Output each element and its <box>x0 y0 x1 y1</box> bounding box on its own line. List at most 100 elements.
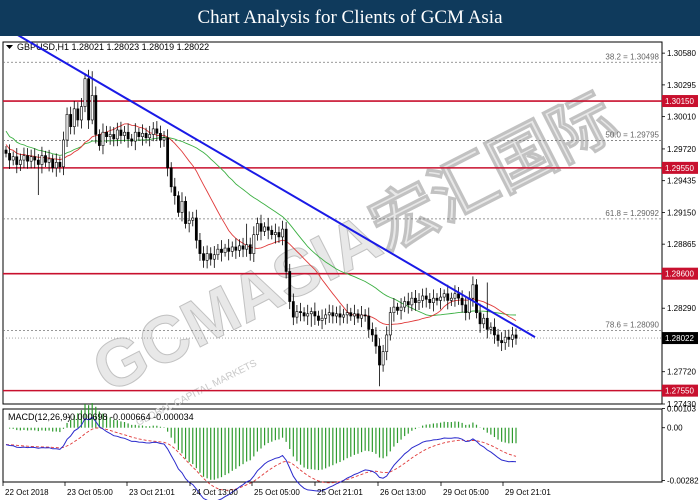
candle-body <box>439 296 442 301</box>
candle-body <box>216 248 220 256</box>
candle-body <box>238 245 241 251</box>
candle-body <box>381 351 385 366</box>
y-axis-tick-label: 1.30580 <box>667 49 696 58</box>
candle-body <box>227 247 231 252</box>
current-price-label: 1.28022 <box>665 334 694 343</box>
y-axis-tick-label: 1.27720 <box>667 368 696 377</box>
candle-body <box>309 311 313 315</box>
candle-body <box>205 253 209 261</box>
candle-body <box>212 254 216 260</box>
candle-body <box>306 313 310 317</box>
candle-body <box>155 128 159 134</box>
candle-body <box>15 156 19 165</box>
candle-body <box>151 128 155 135</box>
candle-body <box>406 301 410 306</box>
candle-body <box>489 326 493 330</box>
candle-body <box>80 106 83 121</box>
candle-body <box>11 156 15 161</box>
candle-body <box>223 247 227 253</box>
candle-body <box>331 312 335 317</box>
candle-body <box>101 131 105 146</box>
candle-body <box>105 131 108 137</box>
fibonacci-label: 61.8 = 1.29092 <box>605 209 659 218</box>
candle-body <box>69 114 73 127</box>
candle-body <box>475 284 478 313</box>
candle-body <box>320 317 324 321</box>
y-axis-tick-label: 1.28290 <box>667 304 696 313</box>
candle-body <box>507 336 511 340</box>
fibonacci-label: 78.6 = 1.28090 <box>605 320 659 329</box>
candle-body <box>58 161 62 168</box>
candle-body <box>442 293 446 298</box>
candle-body <box>367 315 371 330</box>
candle-body <box>403 301 407 308</box>
candle-body <box>399 306 403 311</box>
y-axis-tick-label: 1.29150 <box>667 208 696 217</box>
y-axis-tick-label: 1.29720 <box>667 145 696 154</box>
level-price-label: 1.28600 <box>665 270 694 279</box>
x-axis-tick-label: 23 Oct 21:01 <box>129 488 175 497</box>
candle-body <box>256 223 259 235</box>
candle-body <box>76 108 80 121</box>
candle-body <box>245 244 249 250</box>
current-price-tag <box>662 332 698 345</box>
candle-body <box>137 131 141 137</box>
candle-body <box>273 232 277 235</box>
price-chart: GCMASIA宏汇国际 GLOBAL CAPITAL MARKETS GBPUS… <box>2 36 699 500</box>
x-axis-tick-label: 23 Oct 05:00 <box>67 488 113 497</box>
candle-body <box>385 334 389 352</box>
candle-body <box>209 253 213 260</box>
y-axis-tick-label: 1.30295 <box>667 81 696 90</box>
dropdown-arrow-icon[interactable] <box>6 45 13 49</box>
x-axis-tick-label: 22 Oct 2018 <box>5 488 49 497</box>
candle-body <box>431 297 435 303</box>
candle-body <box>288 271 292 302</box>
candle-body <box>194 217 198 241</box>
level-price-tag <box>662 161 698 174</box>
candle-body <box>284 228 288 272</box>
candle-body <box>345 312 349 316</box>
candle-body <box>62 139 65 168</box>
candle-body <box>51 158 55 169</box>
candle-body <box>22 155 26 161</box>
candle-body <box>44 155 47 163</box>
candle-body <box>295 311 299 318</box>
x-axis-tick-label: 29 Oct 05:00 <box>443 488 489 497</box>
candle-body <box>335 313 338 317</box>
candle-body <box>457 293 460 299</box>
candle-body <box>4 149 8 154</box>
level-price-label: 1.30150 <box>665 97 694 106</box>
candle-body <box>360 314 363 319</box>
candle-body <box>141 133 144 137</box>
candle-body <box>266 226 270 231</box>
downtrend-line <box>17 36 536 339</box>
candle-body <box>180 200 184 213</box>
macd-title: MACD(12,26,9) <box>8 412 71 422</box>
candle-body <box>471 284 475 299</box>
x-axis-tick-label: 24 Oct 13:00 <box>192 488 238 497</box>
candle-body <box>417 300 421 303</box>
candle-body <box>496 334 500 341</box>
fibonacci-label: 50.0 = 1.29795 <box>605 131 659 140</box>
candle-body <box>449 297 453 301</box>
candle-body <box>130 138 134 142</box>
candle-body <box>126 131 130 140</box>
candle-body <box>493 326 496 336</box>
candle-body <box>281 228 284 238</box>
candle-body <box>65 114 69 141</box>
candle-body <box>270 229 274 235</box>
candle-body <box>8 153 11 161</box>
candle-body <box>356 313 360 319</box>
candle-body <box>40 155 44 165</box>
candle-body <box>374 334 378 347</box>
macd-signal-line <box>5 427 517 491</box>
candle-body <box>112 134 116 140</box>
candle-body <box>482 317 486 325</box>
candle-body <box>485 317 489 330</box>
candle-body <box>220 248 223 253</box>
candle-body <box>148 134 152 139</box>
symbol-info: GBPUSD,H1 1.28021 1.28023 1.28019 1.2802… <box>17 42 209 52</box>
candle-body <box>94 95 98 135</box>
candle-body <box>500 340 504 344</box>
candle-body <box>252 234 256 254</box>
